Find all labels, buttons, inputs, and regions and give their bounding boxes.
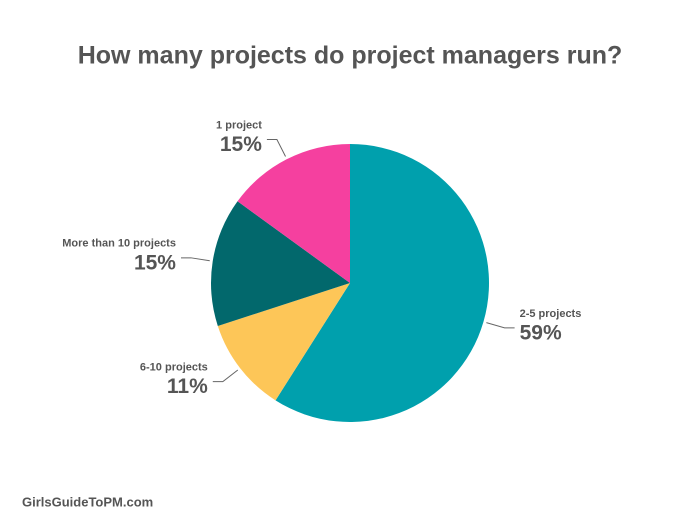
- leader-line: [486, 322, 515, 329]
- pie-slice: [211, 201, 350, 326]
- pie-slice: [275, 144, 489, 422]
- leader-line: [266, 139, 286, 157]
- pie-slice: [217, 283, 350, 401]
- chart-title: How many projects do project managers ru…: [78, 42, 623, 70]
- leader-line: [180, 257, 210, 262]
- slice-label: 1 project: [216, 119, 262, 131]
- footer: GirlsGuideToPM.com: [22, 494, 153, 509]
- slice-label: 2-5 projects: [520, 308, 582, 320]
- value-label: 11%: [167, 375, 208, 398]
- leader-line: [212, 369, 239, 383]
- value-label: 15%: [134, 251, 176, 274]
- value-label: 59%: [520, 321, 562, 344]
- value-label: 15%: [220, 133, 262, 156]
- slice-label: 6-10 projects: [140, 362, 208, 374]
- slice-label: More than 10 projects: [62, 238, 176, 250]
- pie-slice: [237, 144, 350, 283]
